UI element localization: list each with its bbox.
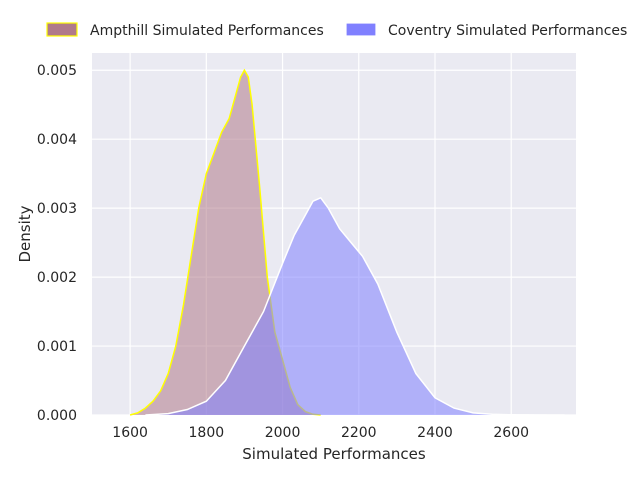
- legend-label-coventry: Coventry Simulated Performances: [388, 23, 627, 39]
- y-tick-labels: 0.000 0.001 0.002 0.003 0.004 0.005: [37, 63, 77, 424]
- legend-swatch-ampthill: [46, 22, 78, 37]
- legend-label-ampthill: Ampthill Simulated Performances: [90, 23, 324, 39]
- y-tick-label: 0.004: [37, 132, 77, 148]
- y-tick-label: 0.003: [37, 201, 77, 217]
- x-tick-label: 1800: [189, 425, 225, 441]
- y-tick-label: 0.000: [37, 408, 77, 424]
- x-axis-label: Simulated Performances: [242, 445, 426, 463]
- density-areas: [129, 68, 565, 416]
- x-tick-label: 2600: [493, 425, 529, 441]
- legend: Ampthill Simulated Performances Coventry…: [46, 22, 627, 39]
- x-tick-label: 2400: [417, 425, 453, 441]
- x-tick-label: 2200: [341, 425, 377, 441]
- x-tick-label: 1600: [112, 425, 148, 441]
- y-tick-label: 0.001: [37, 339, 77, 355]
- y-tick-label: 0.002: [37, 270, 77, 286]
- legend-swatch-coventry: [345, 22, 377, 37]
- x-tick-labels: 1600 1800 2000 2200 2400 2600: [112, 425, 529, 441]
- y-tick-label: 0.005: [37, 63, 77, 79]
- density-area-coventry: [145, 197, 565, 415]
- y-axis-label: Density: [16, 205, 34, 262]
- x-tick-label: 2000: [265, 425, 301, 441]
- density-line-coventry: [145, 196, 565, 416]
